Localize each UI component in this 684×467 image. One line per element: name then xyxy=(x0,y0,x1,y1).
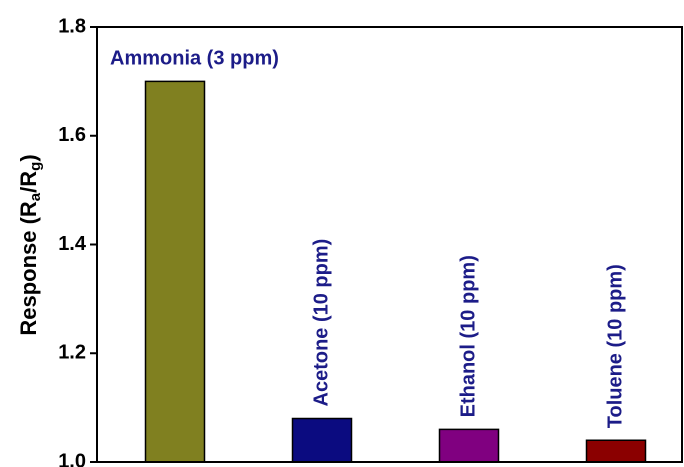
bar-label: Ammonia (3 ppm) xyxy=(110,48,279,70)
y-label-part: /R xyxy=(16,171,41,193)
y-tick-label: 1.0 xyxy=(58,450,86,467)
y-label-part: Response (R xyxy=(16,201,41,336)
y-tick-label: 1.6 xyxy=(58,124,86,146)
bar xyxy=(144,80,206,463)
bar-label: Ethanol (10 ppm) xyxy=(457,255,479,417)
y-label-sub: a xyxy=(27,192,44,201)
y-label-sub: g xyxy=(27,162,44,171)
bar-label: Acetone (10 ppm) xyxy=(310,239,332,407)
y-axis-label: Response (Ra/Rg) xyxy=(16,154,44,335)
bar xyxy=(291,417,353,463)
bar-label: Toluene (10 ppm) xyxy=(604,264,626,428)
y-tick-label: 1.2 xyxy=(58,342,86,364)
bar xyxy=(585,439,647,463)
plot-frame xyxy=(96,26,683,463)
y-tick-label: 1.4 xyxy=(58,233,87,255)
bar xyxy=(438,428,500,463)
y-label-part: ) xyxy=(16,154,41,161)
y-tick-label: 1.8 xyxy=(58,15,86,37)
